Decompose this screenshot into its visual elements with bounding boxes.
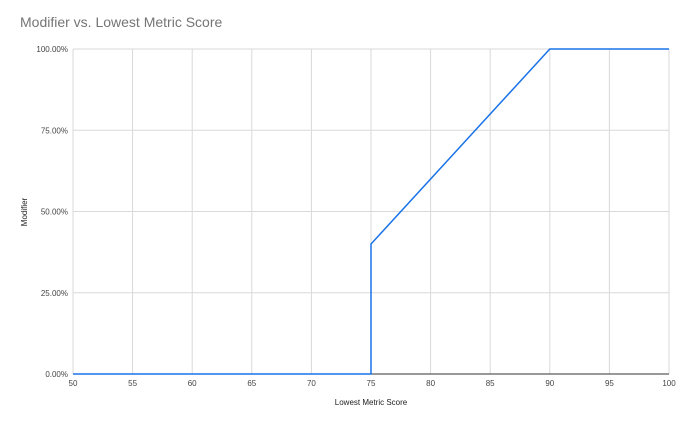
x-tick-label: 85: [486, 379, 495, 388]
axis-layer: 50 55 60 65 70 75 80 85 90 95 100 0.00% 25.00% 50.00%…: [36, 45, 676, 388]
chart-title: Modifier vs. Lowest Metric Score: [20, 14, 223, 30]
y-tick-label: 75.00%: [41, 126, 68, 135]
x-tick-label: 60: [188, 379, 197, 388]
y-axis-title: Modifier: [20, 197, 29, 226]
x-tick-label: 75: [367, 379, 376, 388]
x-tick-label: 65: [247, 379, 256, 388]
x-tick-label: 55: [128, 379, 137, 388]
x-tick-label: 50: [69, 379, 78, 388]
x-tick-label: 80: [426, 379, 435, 388]
x-tick-label: 95: [605, 379, 614, 388]
y-tick-label: 50.00%: [41, 208, 68, 217]
x-tick-label: 100: [662, 379, 676, 388]
x-axis-title: Lowest Metric Score: [335, 398, 408, 407]
y-tick-label: 100.00%: [36, 45, 68, 54]
series-layer: [72, 48, 670, 375]
y-tick-label: 0.00%: [45, 370, 68, 379]
y-tick-label: 25.00%: [41, 289, 68, 298]
x-tick-label: 90: [545, 379, 554, 388]
x-tick-label: 70: [307, 379, 316, 388]
